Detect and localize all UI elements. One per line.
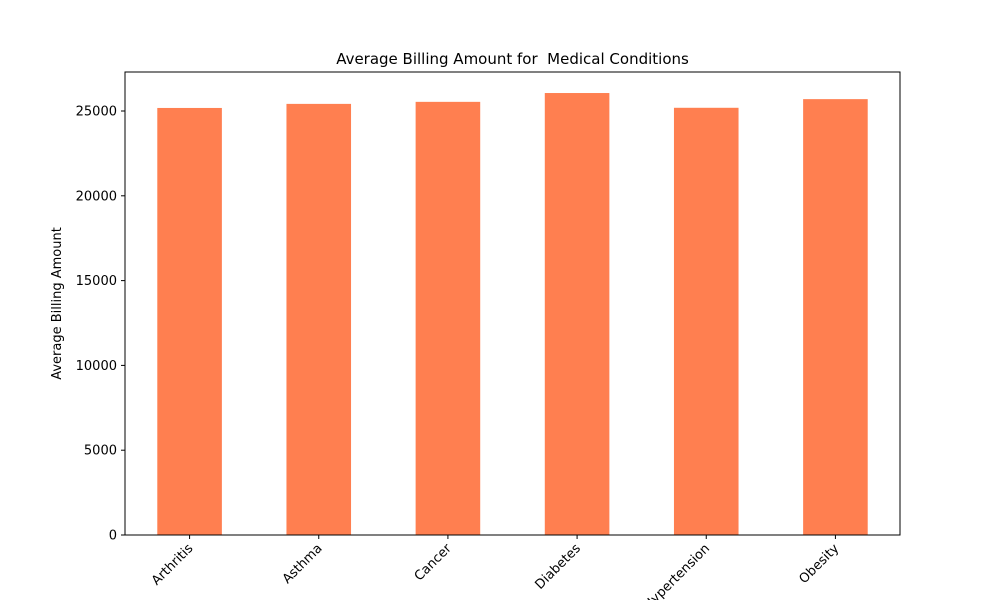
x-tick-label: Diabetes: [532, 541, 584, 593]
x-axis-ticks: Arthritis Asthma Cancer Diabetes Hypertensio…: [149, 535, 842, 600]
y-tick-label: 20000: [76, 189, 117, 204]
bar-cancer: [415, 101, 481, 535]
y-tick-label: 5000: [84, 444, 117, 459]
y-tick-label: 0: [109, 529, 117, 544]
y-tick-label: 10000: [76, 359, 117, 374]
bar-obesity: [803, 99, 868, 535]
bars-group: [157, 93, 868, 536]
plot-frame: [124, 71, 901, 536]
y-tick-label: 25000: [76, 105, 117, 120]
y-axis-ticks: 0 5000 10000 15000 20000 25000: [76, 105, 125, 544]
y-tick-label: 15000: [76, 274, 117, 289]
x-tick-label: Hypertension: [641, 541, 713, 600]
x-tick-label: Arthritis: [149, 541, 197, 589]
bar-hypertension: [673, 107, 739, 536]
y-axis-label: Average Billing Amount: [50, 227, 65, 380]
bar-arthritis: [157, 107, 222, 535]
x-tick-label: Obesity: [797, 541, 843, 587]
bar-diabetes: [544, 93, 610, 536]
bar-asthma: [286, 103, 352, 535]
chart-title: Average Billing Amount for Medical Condi…: [336, 50, 689, 68]
x-tick-label: Asthma: [280, 541, 326, 587]
x-tick-label: Cancer: [412, 541, 455, 584]
